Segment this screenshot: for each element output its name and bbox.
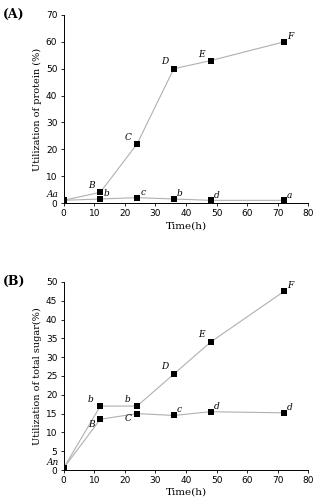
Text: b: b xyxy=(125,395,131,404)
Y-axis label: Utilization of protein (%): Utilization of protein (%) xyxy=(32,48,42,170)
Text: d: d xyxy=(214,402,219,410)
Text: d: d xyxy=(214,190,219,200)
Text: (B): (B) xyxy=(3,274,25,287)
Text: C: C xyxy=(125,133,132,142)
Text: a: a xyxy=(287,190,293,200)
Text: C: C xyxy=(125,414,132,423)
Text: Aa: Aa xyxy=(47,190,59,199)
Text: B: B xyxy=(88,181,95,190)
Text: D: D xyxy=(162,362,169,371)
Text: F: F xyxy=(287,280,293,289)
Text: D: D xyxy=(162,57,169,66)
Text: F: F xyxy=(287,32,293,40)
Y-axis label: Utilization of total sugar(%): Utilization of total sugar(%) xyxy=(32,307,42,445)
Text: B: B xyxy=(88,420,95,428)
Text: d: d xyxy=(287,402,293,411)
Text: b: b xyxy=(88,395,94,404)
X-axis label: Time(h): Time(h) xyxy=(165,488,207,497)
Text: An: An xyxy=(47,458,59,467)
Text: (A): (A) xyxy=(3,8,24,20)
Text: b: b xyxy=(103,189,109,198)
Text: E: E xyxy=(198,330,205,339)
Text: c: c xyxy=(177,406,182,414)
X-axis label: Time(h): Time(h) xyxy=(165,221,207,230)
Text: c: c xyxy=(140,188,145,197)
Text: E: E xyxy=(198,50,205,58)
Text: b: b xyxy=(177,189,183,198)
